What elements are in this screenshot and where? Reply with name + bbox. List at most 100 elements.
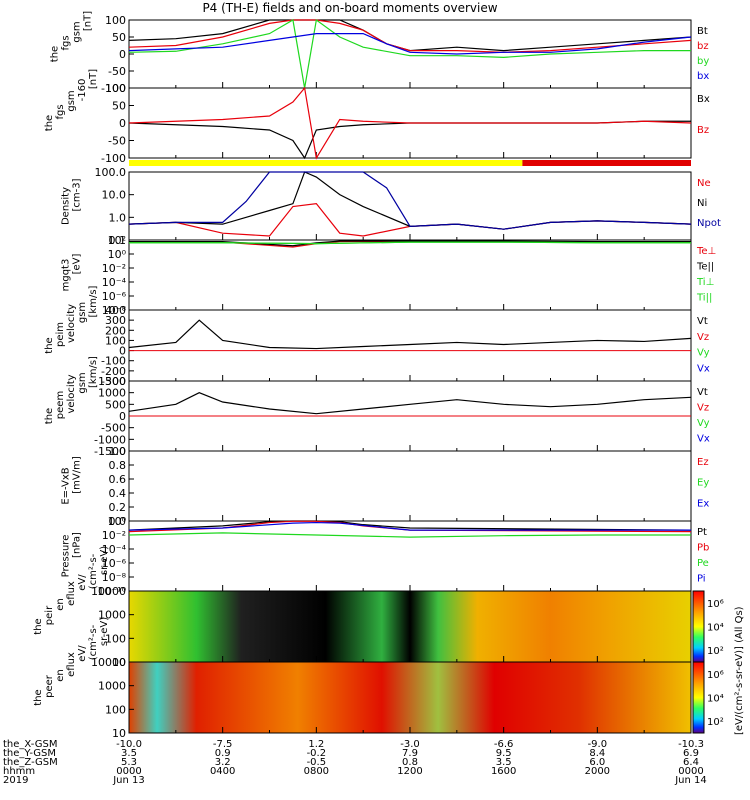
ylabel-line: [mV/m]	[72, 456, 83, 494]
ylabel-line: en	[55, 669, 66, 682]
ytick-label-peir: 10000	[91, 585, 126, 598]
xaxis-value: -0.5	[307, 757, 327, 768]
colorbar-label: [eV/(cm²-s-sr-eV)] (All Qs)	[734, 606, 745, 735]
page-title: P4 (TH-E) fields and on-board moments ov…	[202, 1, 498, 15]
xaxis-value: 8.4	[589, 748, 605, 759]
ylabel-line: velocity	[66, 304, 77, 343]
legend-fgs-2: by	[697, 56, 709, 67]
ytick-label-peem: 1000	[98, 387, 126, 400]
panel-frame-temp	[128, 239, 692, 311]
ylabel-pressure: Pressure [nPa]	[61, 532, 83, 577]
ytick-label-peir: 1000	[98, 609, 126, 622]
ytick-label-peir: 10	[112, 656, 126, 669]
legend-temp-2: Ti⊥	[696, 277, 714, 288]
colorbar-tick: 10⁶	[707, 599, 724, 610]
legend-density-1: Ni	[697, 198, 707, 209]
ytick-label-pressure: 10⁻²	[102, 529, 126, 542]
ytick-label-efield: 0.6	[109, 473, 127, 486]
legend-fgs-1: bz	[697, 41, 709, 52]
xaxis-value: -9.0	[588, 739, 608, 750]
ylabel-line: E=-VxB	[61, 467, 72, 504]
ytick-label-fgs: -50	[108, 65, 126, 78]
ylabel-line: peir	[44, 605, 55, 625]
legend-temp-1: Te||	[696, 262, 714, 273]
legend-peem-3: Vx	[697, 434, 710, 445]
xaxis-value: 9.5	[496, 748, 512, 759]
ylabel-line: eflux	[66, 581, 77, 606]
xaxis-row-label: the_Z-GSM	[3, 757, 58, 768]
panel-frame-efield	[128, 450, 692, 522]
ytick-label-peim: 100	[105, 334, 126, 347]
colorbar-tick: 10⁴	[707, 623, 724, 634]
ylabel-line: the	[44, 408, 55, 424]
ylabel-line: the	[44, 337, 55, 353]
ytick-label-efield: 0.2	[109, 501, 127, 514]
xaxis-value: 0800	[304, 766, 329, 777]
legend-peem-2: Vy	[697, 418, 710, 429]
ylabel-line: eV/	[77, 574, 88, 591]
ytick-label-peim: -100	[101, 355, 126, 368]
ylabel-line: [km/s]	[88, 285, 99, 317]
xaxis-value: 6.4	[683, 757, 699, 768]
ytick-label-peir: 100	[105, 632, 126, 645]
ytick-label-efield: 0.0	[109, 515, 127, 528]
ylabel-line: velocity	[66, 374, 77, 413]
xaxis-value: 0000	[678, 766, 703, 777]
ytick-label-density: 0.1	[109, 234, 127, 247]
colorbar-tick: 10²	[707, 646, 724, 657]
xaxis-row-label: the_X-GSM	[3, 739, 57, 750]
series-Bz	[128, 86, 692, 160]
ytick-label-density: 10.0	[102, 189, 127, 202]
ytick-label-peim: 400	[105, 304, 126, 317]
legend-density-2: Npot	[697, 218, 721, 229]
ylabel-line: mgqt3	[61, 259, 72, 292]
ytick-label-peem: -500	[101, 422, 126, 435]
ytick-label-fgs2: -50	[108, 135, 126, 148]
xaxis-value: 7.9	[402, 748, 418, 759]
series-Ne	[128, 203, 692, 237]
ytick-label-temp: 10²	[108, 234, 126, 247]
legend-peim-2: Vy	[697, 348, 710, 359]
peer-spectrogram	[129, 662, 691, 733]
ytick-label-temp: 10⁻⁶	[102, 290, 127, 303]
ylabel-line: en	[55, 598, 66, 611]
xaxis-row-label: 2019	[3, 775, 28, 786]
ytick-label-peer: 10000	[91, 656, 126, 669]
ytick-label-peem: 0	[119, 410, 126, 423]
ytick-label-fgs2: 50	[112, 100, 126, 113]
xaxis-value: 3.5	[496, 757, 512, 768]
legend-density-0: Ne	[697, 178, 711, 189]
xaxis-value: -6.6	[494, 739, 514, 750]
ylabel-line: peer	[44, 674, 55, 698]
ytick-label-density: 100.0	[95, 166, 127, 179]
xaxis-value: 3.5	[121, 748, 137, 759]
legend-fgs-0: Bt	[697, 26, 708, 37]
ytick-label-fgs: 100	[105, 14, 126, 27]
legend-peim-3: Vx	[697, 363, 710, 374]
colorbar-tick: 10²	[707, 717, 724, 728]
ytick-label-pressure: 10⁻⁴	[102, 543, 127, 556]
ytick-label-density: 1.0	[109, 211, 127, 224]
ylabel-line: sr-eV)	[99, 546, 110, 575]
series-Vt	[128, 319, 692, 350]
xaxis-value: 1200	[397, 766, 422, 777]
xaxis-value: -7.5	[213, 739, 233, 750]
ylabel-line: [cm-3]	[72, 178, 83, 211]
ylabel-line: gsm	[72, 21, 83, 42]
ytick-label-efield: 0.4	[109, 487, 127, 500]
ylabel-line: (cm²-s-	[88, 553, 99, 589]
ytick-label-pressure: 10⁻⁸	[102, 571, 127, 584]
ylabel-line: (cm²-s-	[88, 624, 99, 660]
series-Ti||	[129, 241, 691, 245]
ytick-label-temp: 10⁻⁸	[102, 304, 127, 317]
ylabel-line: Pressure	[61, 535, 72, 578]
ytick-label-peim: -200	[101, 365, 126, 378]
status-bar-red	[522, 160, 691, 166]
ylabel-line: the	[33, 689, 44, 705]
ytick-label-peem: 500	[105, 398, 126, 411]
ylabel-peer: the peer en eflux eV/(cm²-s-sr-eV)	[33, 617, 110, 706]
legend-pressure-0: Pt	[697, 527, 707, 538]
xaxis-value: -10.3	[678, 739, 704, 750]
xaxis-value: 1.2	[308, 739, 324, 750]
legend-peem-1: Vz	[697, 403, 709, 414]
